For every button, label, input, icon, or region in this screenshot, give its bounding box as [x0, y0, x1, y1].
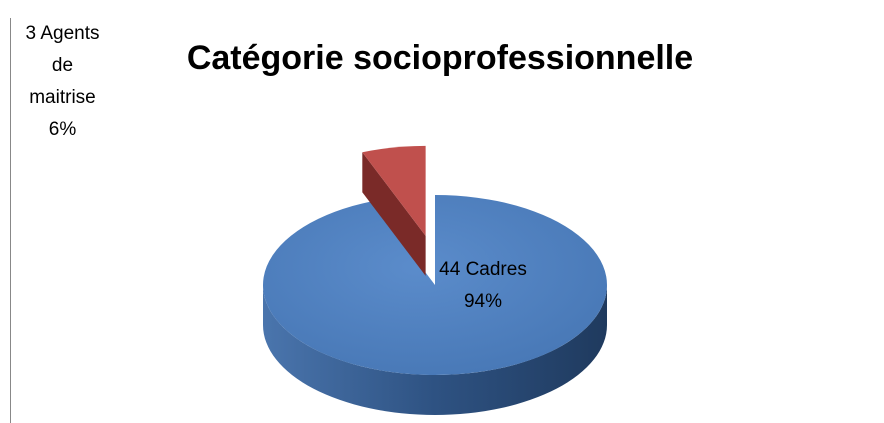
count: 3: [25, 23, 37, 44]
data-label: 44 Cadres 94%: [413, 254, 553, 318]
category: Agents de maitrise: [29, 23, 100, 108]
pie-slice: [362, 145, 426, 236]
chart-frame: [10, 18, 11, 423]
percent: 6%: [48, 119, 77, 140]
count: 44: [439, 259, 461, 280]
pie-side: [362, 152, 426, 276]
percent: 94%: [463, 291, 503, 312]
pie-side: [263, 285, 607, 415]
pie-slice: [263, 195, 607, 375]
category: Cadres: [465, 259, 527, 280]
data-label: 3 Agents de maitrise 6%: [20, 18, 105, 146]
chart-title: Catégorie socioprofessionnelle: [187, 39, 693, 77]
